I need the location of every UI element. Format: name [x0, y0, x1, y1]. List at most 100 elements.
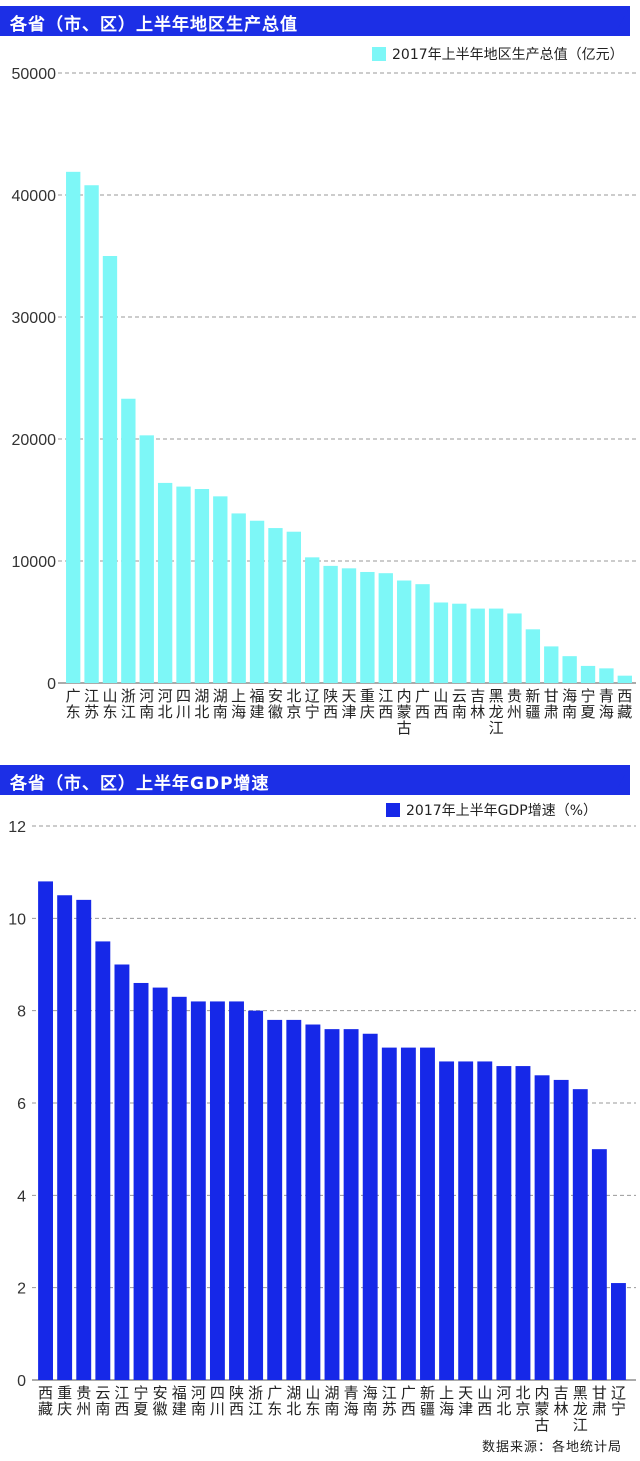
chart1-title: 各省（市、区）上半年地区生产总值: [10, 15, 298, 35]
x-tick-label: 西藏: [38, 1384, 53, 1418]
bar: [343, 1029, 359, 1380]
x-tick-label: 四川: [210, 1384, 225, 1418]
y-tick-label: 8: [17, 1004, 26, 1021]
x-tick-label: 安徽: [268, 687, 283, 721]
legend-swatch: [372, 47, 386, 61]
bar: [213, 496, 228, 683]
bar: [286, 1019, 302, 1380]
bar: [171, 996, 187, 1380]
x-tick-label: 宁夏: [134, 1384, 149, 1418]
bar: [400, 1047, 416, 1380]
bar: [507, 613, 522, 683]
x-tick-label: 陕西: [323, 687, 338, 721]
bar: [57, 895, 73, 1380]
bar: [121, 398, 136, 683]
bar: [229, 1001, 244, 1380]
x-tick-label: 湖北: [286, 1384, 301, 1418]
x-tick-label: 广东: [66, 687, 81, 721]
chart2-banner: 各省（市、区）上半年GDP增速: [0, 765, 630, 795]
x-tick-label: 广东: [267, 1384, 282, 1418]
bar: [267, 1019, 283, 1380]
y-tick-label: 6: [17, 1096, 26, 1113]
bar: [268, 528, 283, 683]
x-tick-label: 湖南: [213, 687, 228, 721]
bar: [572, 1089, 588, 1380]
x-tick-label: 青海: [344, 1384, 359, 1418]
x-tick-label: 浙江: [248, 1384, 263, 1418]
x-tick-label: 湖南: [324, 1384, 339, 1418]
bar: [591, 1149, 607, 1380]
bar: [95, 941, 111, 1380]
bar: [323, 565, 338, 683]
x-tick-label: 江西: [114, 1384, 129, 1418]
x-tick-label: 江苏: [382, 1384, 397, 1418]
x-tick-label: 江苏: [84, 687, 99, 721]
x-tick-label: 北京: [286, 687, 301, 721]
y-tick-label: 0: [47, 676, 56, 693]
bar: [452, 603, 467, 683]
bar: [378, 573, 393, 683]
legend-label: 2017年上半年GDP增速（%）: [406, 803, 597, 819]
x-tick-label: 广西: [415, 687, 430, 721]
bar: [248, 1010, 264, 1380]
x-tick-label: 湖北: [194, 687, 209, 721]
bar: [439, 1061, 455, 1380]
x-tick-label: 河北: [496, 1384, 511, 1418]
x-tick-label: 吉林: [470, 687, 485, 721]
x-tick-label: 天津: [458, 1384, 473, 1418]
bar: [415, 584, 430, 683]
bar: [553, 1079, 569, 1380]
bar: [324, 1029, 340, 1380]
bar: [599, 668, 614, 683]
x-tick-label: 江西: [378, 687, 393, 721]
x-tick-label: 广西: [401, 1384, 416, 1418]
legend-swatch: [386, 803, 400, 817]
y-tick-label: 50000: [12, 66, 57, 83]
y-tick-label: 20000: [12, 432, 57, 449]
x-tick-label: 河南: [139, 687, 154, 721]
bar: [76, 899, 92, 1380]
bar: [562, 656, 577, 683]
bar: [139, 435, 154, 683]
bar: [396, 580, 412, 683]
bar: [66, 171, 81, 683]
x-tick-label: 新疆: [420, 1384, 435, 1418]
x-tick-label: 黑龙江: [573, 1384, 588, 1434]
bar: [544, 646, 559, 683]
x-tick-label: 贵州: [76, 1384, 91, 1418]
y-tick-label: 40000: [12, 188, 57, 205]
x-tick-label: 辽宁: [305, 687, 320, 721]
bar: [286, 531, 302, 683]
x-tick-label: 甘肃: [592, 1384, 607, 1418]
x-tick-label: 甘肃: [544, 687, 559, 721]
x-tick-label: 上海: [439, 1384, 454, 1418]
banner-shape: [0, 6, 630, 36]
bar: [360, 571, 375, 683]
bar: [231, 513, 246, 683]
bar: [114, 964, 130, 1380]
bar: [190, 1001, 206, 1380]
bar: [157, 482, 173, 683]
bar: [194, 489, 210, 683]
x-tick-label: 内蒙古: [535, 1384, 550, 1434]
bar: [381, 1047, 397, 1380]
x-tick-label: 黑龙江: [489, 687, 504, 737]
legend: 2017年上半年GDP增速（%）: [386, 803, 597, 819]
bar: [84, 185, 99, 684]
bar: [341, 568, 357, 683]
y-tick-label: 12: [8, 819, 26, 836]
bar: [176, 486, 191, 683]
x-tick-label: 四川: [176, 687, 191, 721]
legend-label: 2017年上半年地区生产总值（亿元）: [392, 47, 624, 63]
x-tick-label: 海南: [562, 687, 577, 721]
x-tick-label: 山西: [433, 687, 448, 721]
x-tick-label: 云南: [452, 687, 467, 721]
y-tick-label: 4: [17, 1188, 26, 1205]
bar: [152, 987, 168, 1380]
x-tick-label: 新疆: [525, 687, 540, 721]
x-tick-label: 重庆: [360, 687, 375, 721]
bar: [209, 1001, 225, 1380]
bar: [305, 557, 320, 683]
x-tick-label: 山西: [477, 1384, 492, 1418]
x-tick-label: 上海: [231, 687, 246, 721]
